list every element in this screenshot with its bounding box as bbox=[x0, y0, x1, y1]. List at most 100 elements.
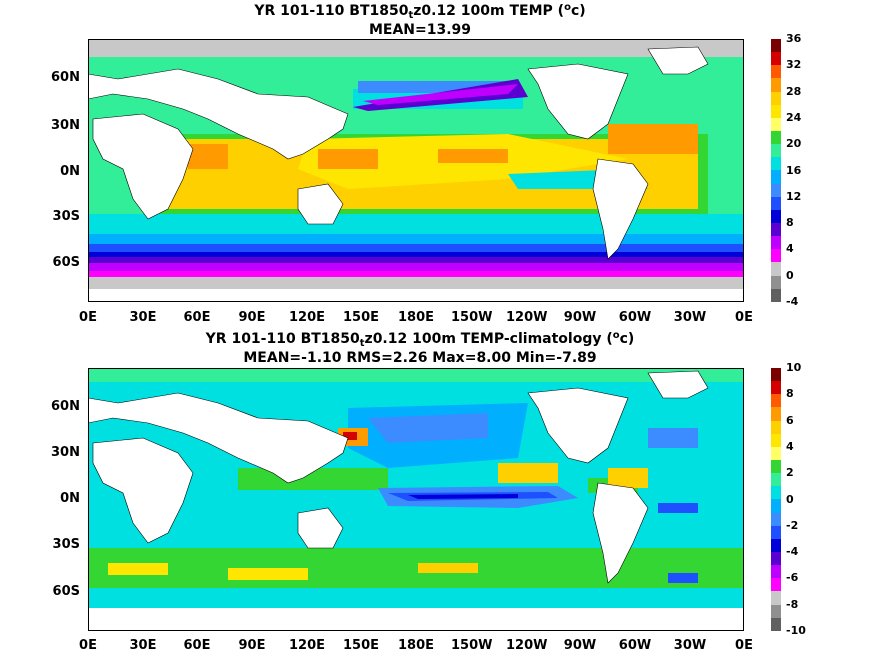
panel2-ylabel-60s: 60S bbox=[52, 584, 80, 599]
panel1-colorbar-swatch bbox=[771, 288, 781, 302]
panel1-colorbar-swatch bbox=[771, 249, 781, 263]
panel1-colorbar-label: 36 bbox=[786, 32, 802, 45]
panel1-xlabel: 0E bbox=[79, 310, 97, 325]
panel2-xlabel: 120W bbox=[506, 638, 548, 653]
panel1-colorbar-label: 0 bbox=[786, 268, 794, 282]
panel2-ylabel-30n: 30N bbox=[51, 445, 80, 460]
panel1-title: YR 101-110 BT1850tz0.12 100m TEMP (oc) bbox=[254, 2, 586, 21]
panel1-xlabel: 180E bbox=[397, 310, 435, 325]
panel1-ylabel-60n: 60N bbox=[51, 70, 80, 85]
panel2-colorbar-swatch bbox=[771, 473, 781, 487]
panel1-colorbar-swatch bbox=[771, 78, 781, 92]
panel2-colorbar-label: -6 bbox=[786, 571, 799, 585]
panel1-colorbar-swatch bbox=[771, 117, 781, 131]
panel2-colorbar-swatch bbox=[771, 538, 781, 552]
panel1-colorbar-swatch bbox=[771, 275, 781, 289]
panel1-temperature-map bbox=[88, 39, 744, 302]
panel1-xlabel: 30W bbox=[673, 310, 707, 325]
panel1-xlabel: 0E bbox=[735, 310, 753, 325]
panel1-map-area bbox=[88, 39, 744, 302]
panel2-title: YR 101-110 BT1850tz0.12 100m TEMP-climat… bbox=[205, 330, 635, 349]
panel2-colorbar-label: -8 bbox=[786, 597, 799, 611]
panel2-xlabel: 0E bbox=[79, 638, 97, 653]
panel2-stats: MEAN=-1.10 RMS=2.26 Max=8.00 Min=-7.89 bbox=[243, 350, 597, 366]
panel1-colorbar-swatch bbox=[771, 170, 781, 184]
panel2-xlabel: 90W bbox=[563, 638, 597, 653]
panel2-xlabel: 60W bbox=[618, 638, 652, 653]
panel2-xlabel: 30W bbox=[673, 638, 707, 653]
panel2-colorbar-label: -10 bbox=[786, 624, 806, 637]
panel1-colorbar-swatch bbox=[771, 236, 781, 250]
panel2-colorbar-label: 2 bbox=[786, 466, 794, 480]
panel2-colorbar-swatch bbox=[771, 394, 781, 408]
panel2-xlabel: 30E bbox=[129, 638, 157, 653]
panel2-colorbar-swatch bbox=[771, 446, 781, 460]
panel2-colorbar-swatch bbox=[771, 565, 781, 579]
panel2-colorbar-swatch bbox=[771, 486, 781, 500]
panel2-xlabel: 0E bbox=[735, 638, 753, 653]
panel2-colorbar-swatch bbox=[771, 604, 781, 618]
panel1-colorbar-swatch bbox=[771, 157, 781, 171]
panel1-xlabel: 120E bbox=[288, 310, 326, 325]
panel1-colorbar-swatch bbox=[771, 196, 781, 210]
panel2-colorbar-swatch bbox=[771, 551, 781, 566]
panel2-colorbar-swatch bbox=[771, 525, 781, 539]
panel1-colorbar-swatch bbox=[771, 262, 781, 276]
panel2-colorbar-label: 0 bbox=[786, 492, 794, 506]
panel2-colorbar-swatch bbox=[771, 420, 781, 434]
panel2-colorbar-swatch bbox=[771, 433, 781, 447]
panel1-xlabel: 90E bbox=[238, 310, 266, 325]
panel2-colorbar-label: 4 bbox=[786, 439, 794, 453]
panel1-colorbar-swatch bbox=[771, 183, 781, 197]
panel1-map-frame bbox=[88, 39, 744, 302]
panel1-colorbar-swatch bbox=[771, 65, 781, 79]
panel1-xlabel: 150W bbox=[451, 310, 493, 325]
panel2-colorbar bbox=[771, 368, 781, 631]
panel2-xlabel: 150E bbox=[342, 638, 380, 653]
panel1-colorbar-label: 24 bbox=[786, 110, 802, 124]
panel1-colorbar-label: 16 bbox=[786, 163, 802, 177]
panel2-anomaly-map bbox=[88, 368, 744, 631]
panel1-ylabel-30s: 30S bbox=[52, 209, 80, 224]
panel1-colorbar-label: -4 bbox=[786, 295, 799, 308]
panel2-xlabel: 90E bbox=[238, 638, 266, 653]
panel1-xlabel: 60W bbox=[618, 310, 652, 325]
panel2-xlabel: 60E bbox=[183, 638, 211, 653]
panel1-colorbar-swatch bbox=[771, 39, 781, 53]
panel2-xlabel: 150W bbox=[451, 638, 493, 653]
panel2-colorbar-label: 10 bbox=[786, 361, 802, 374]
panel2-colorbar-label: -4 bbox=[786, 545, 799, 559]
panel1-colorbar-swatch bbox=[771, 91, 781, 105]
panel2-colorbar-label: 6 bbox=[786, 413, 794, 427]
panel1-colorbar bbox=[771, 39, 781, 302]
panel2-ylabel-0n: 0N bbox=[60, 491, 80, 506]
panel1-colorbar-label: 28 bbox=[786, 84, 802, 98]
panel2-colorbar-swatch bbox=[771, 578, 781, 592]
panel1-colorbar-label: 4 bbox=[786, 242, 794, 256]
panel2-colorbar-swatch bbox=[771, 512, 781, 526]
panel2-colorbar-swatch bbox=[771, 407, 781, 421]
panel2-colorbar-swatch bbox=[771, 368, 781, 382]
panel1-colorbar-label: 8 bbox=[786, 216, 794, 230]
panel2-colorbar-swatch bbox=[771, 459, 781, 474]
panel1-xlabel: 90W bbox=[563, 310, 597, 325]
panel2-xlabel: 120E bbox=[288, 638, 326, 653]
panel1-colorbar-swatch bbox=[771, 222, 781, 237]
panel2-map-frame bbox=[88, 368, 744, 631]
panel2-xlabel: 180E bbox=[397, 638, 435, 653]
panel2-colorbar-label: 8 bbox=[786, 387, 794, 401]
panel1-xlabel: 150E bbox=[342, 310, 380, 325]
panel2-colorbar-swatch bbox=[771, 499, 781, 513]
panel2-ylabel-30s: 30S bbox=[52, 537, 80, 552]
panel1-colorbar-label: 20 bbox=[786, 137, 802, 151]
panel1-colorbar-label: 32 bbox=[786, 58, 802, 72]
panel1-colorbar-label: 12 bbox=[786, 189, 802, 203]
panel1-xlabel: 60E bbox=[183, 310, 211, 325]
panel2-colorbar-label: -2 bbox=[786, 518, 799, 532]
panel2-ylabel-60n: 60N bbox=[51, 399, 80, 414]
panel2-map-area bbox=[88, 368, 744, 631]
panel1-xlabel: 30E bbox=[129, 310, 157, 325]
panel1-colorbar-swatch bbox=[771, 52, 781, 66]
panel2-colorbar-swatch bbox=[771, 617, 781, 631]
panel2-colorbar-swatch bbox=[771, 591, 781, 605]
